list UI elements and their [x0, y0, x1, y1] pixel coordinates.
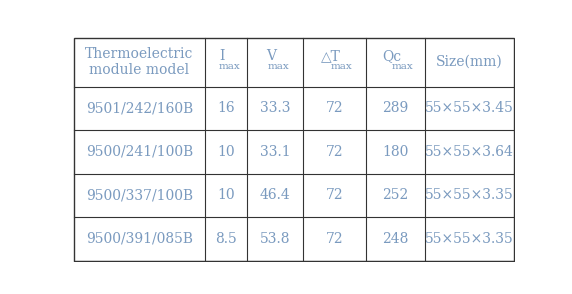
Text: 10: 10 [217, 145, 235, 159]
Text: 9501/242/160B: 9501/242/160B [86, 101, 193, 115]
Text: 9500/337/100B: 9500/337/100B [86, 188, 193, 202]
Text: 53.8: 53.8 [260, 232, 291, 246]
Text: Size(mm): Size(mm) [436, 55, 503, 69]
Text: 9500/391/085B: 9500/391/085B [86, 232, 193, 246]
Text: Thermoelectric
module model: Thermoelectric module model [85, 47, 193, 77]
Text: 55×55×3.45: 55×55×3.45 [425, 101, 514, 115]
Text: 55×55×3.35: 55×55×3.35 [425, 188, 514, 202]
Text: 55×55×3.35: 55×55×3.35 [425, 232, 514, 246]
Text: 72: 72 [326, 188, 344, 202]
Text: 46.4: 46.4 [260, 188, 291, 202]
Text: 72: 72 [326, 145, 344, 159]
Text: max: max [331, 62, 353, 71]
Text: 55×55×3.64: 55×55×3.64 [425, 145, 514, 159]
Text: 9500/241/100B: 9500/241/100B [86, 145, 193, 159]
Text: 10: 10 [217, 188, 235, 202]
Text: 180: 180 [383, 145, 409, 159]
Text: 8.5: 8.5 [215, 232, 237, 246]
Text: 72: 72 [326, 101, 344, 115]
Text: △T: △T [321, 49, 341, 64]
Text: max: max [219, 62, 240, 71]
Text: 289: 289 [383, 101, 409, 115]
Text: 252: 252 [383, 188, 409, 202]
Text: 33.1: 33.1 [260, 145, 291, 159]
Text: 72: 72 [326, 232, 344, 246]
Text: 248: 248 [383, 232, 409, 246]
Text: Qc: Qc [382, 49, 401, 64]
Text: I: I [219, 49, 225, 64]
Text: 16: 16 [217, 101, 235, 115]
Text: 33.3: 33.3 [260, 101, 291, 115]
Text: V: V [266, 49, 276, 64]
Text: max: max [268, 62, 289, 71]
Text: max: max [392, 62, 414, 71]
